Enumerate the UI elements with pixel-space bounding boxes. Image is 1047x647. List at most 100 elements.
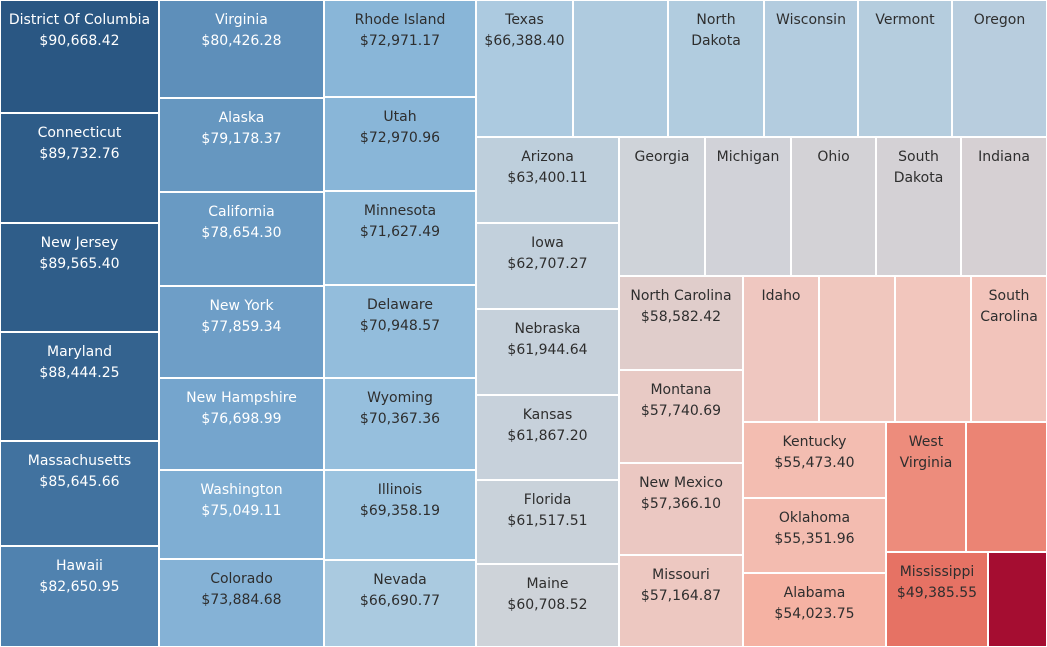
treemap-cell-oregon[interactable]: Oregon [952, 0, 1047, 137]
cell-label: Wisconsin [776, 12, 846, 28]
treemap-cell-massachusetts[interactable]: Massachusetts $85,645.66 [0, 441, 159, 546]
cell-value: $55,473.40 [774, 455, 855, 471]
treemap-cell-rhode-island[interactable]: Rhode Island $72,971.17 [324, 0, 476, 97]
treemap-cell-new-mexico[interactable]: New Mexico $57,366.10 [619, 463, 743, 555]
cell-label: Illinois [377, 482, 423, 498]
treemap-cell-north-carolina[interactable]: North Carolina $58,582.42 [619, 276, 743, 370]
treemap-cell-unlabeled[interactable] [966, 422, 1047, 552]
treemap-cell-maryland[interactable]: Maryland $88,444.25 [0, 332, 159, 441]
treemap-cell-unlabeled[interactable] [819, 276, 895, 422]
cell-value: $69,358.19 [359, 503, 441, 519]
cell-label: West Virginia [899, 434, 953, 471]
cell-label: Alabama [783, 585, 846, 601]
cell-label: Rhode Island [354, 12, 446, 28]
treemap-cell-washington[interactable]: Washington $75,049.11 [159, 470, 324, 559]
treemap-cell-virginia[interactable]: Virginia $80,426.28 [159, 0, 324, 98]
cell-label: South Dakota [893, 149, 944, 186]
cell-label: Missouri [652, 567, 710, 583]
treemap-cell-alabama[interactable]: Alabama $54,023.75 [743, 573, 886, 647]
treemap-cell-hawaii[interactable]: Hawaii $82,650.95 [0, 546, 159, 647]
treemap-cell-unlabeled[interactable] [895, 276, 971, 422]
cell-value: $58,582.42 [640, 309, 722, 325]
treemap-cell-illinois[interactable]: Illinois $69,358.19 [324, 470, 476, 560]
treemap-cell-idaho[interactable]: Idaho [743, 276, 819, 422]
treemap-cell-colorado[interactable]: Colorado $73,884.68 [159, 559, 324, 647]
cell-value: $57,164.87 [640, 588, 722, 604]
cell-label: Kentucky [782, 434, 847, 450]
cell-value: $49,385.55 [896, 585, 978, 601]
treemap-cell-wyoming[interactable]: Wyoming $70,367.36 [324, 378, 476, 470]
cell-value: $72,970.96 [359, 130, 441, 146]
cell-label: Indiana [978, 149, 1030, 165]
treemap-cell-new-hampshire[interactable]: New Hampshire $76,698.99 [159, 378, 324, 470]
cell-label: Maryland [47, 344, 112, 360]
treemap-cell-unlabeled[interactable] [988, 552, 1047, 647]
cell-value: $89,565.40 [39, 256, 120, 272]
cell-value: $85,645.66 [39, 474, 120, 490]
treemap-cell-west-virginia[interactable]: West Virginia [886, 422, 966, 552]
cell-value: $62,707.27 [507, 256, 588, 272]
cell-label: North Carolina [630, 288, 732, 304]
treemap-cell-georgia[interactable]: Georgia [619, 137, 705, 276]
cell-label: Montana [650, 382, 712, 398]
treemap-cell-connecticut[interactable]: Connecticut $89,732.76 [0, 113, 159, 223]
treemap-cell-michigan[interactable]: Michigan [705, 137, 791, 276]
cell-label: Minnesota [363, 203, 437, 219]
treemap-cell-california[interactable]: California $78,654.30 [159, 192, 324, 286]
treemap-cell-arizona[interactable]: Arizona $63,400.11 [476, 137, 619, 223]
cell-label: South Carolina [980, 288, 1038, 325]
cell-value: $80,426.28 [201, 33, 282, 49]
cell-value: $90,668.42 [39, 33, 120, 49]
treemap-cell-missouri[interactable]: Missouri $57,164.87 [619, 555, 743, 647]
cell-label: Georgia [634, 149, 690, 165]
cell-value: $57,740.69 [640, 403, 722, 419]
treemap-cell-ohio[interactable]: Ohio [791, 137, 876, 276]
cell-value: $78,654.30 [201, 225, 282, 241]
cell-label: Wyoming [367, 390, 433, 406]
treemap-cell-utah[interactable]: Utah $72,970.96 [324, 97, 476, 191]
treemap-cell-texas[interactable]: Texas $66,388.40 [476, 0, 573, 137]
cell-value: $71,627.49 [359, 224, 441, 240]
treemap-cell-nevada[interactable]: Nevada $66,690.77 [324, 560, 476, 647]
treemap-cell-delaware[interactable]: Delaware $70,948.57 [324, 285, 476, 378]
cell-value: $82,650.95 [39, 579, 120, 595]
treemap-cell-florida[interactable]: Florida $61,517.51 [476, 480, 619, 564]
cell-label: Utah [383, 109, 417, 125]
cell-value: $54,023.75 [774, 606, 855, 622]
cell-label: Oregon [973, 12, 1026, 28]
cell-value: $79,178.37 [201, 131, 282, 147]
treemap-cell-iowa[interactable]: Iowa $62,707.27 [476, 223, 619, 309]
cell-value: $66,388.40 [484, 33, 565, 49]
cell-label: Nebraska [514, 321, 581, 337]
treemap-cell-mississippi[interactable]: Mississippi $49,385.55 [886, 552, 988, 647]
treemap-cell-maine[interactable]: Maine $60,708.52 [476, 564, 619, 647]
cell-label: Oklahoma [778, 510, 851, 526]
treemap-cell-indiana[interactable]: Indiana [961, 137, 1047, 276]
cell-value: $77,859.34 [201, 319, 282, 335]
cell-label: California [208, 204, 275, 220]
treemap-cell-unlabeled[interactable] [573, 0, 668, 137]
cell-value: $89,732.76 [39, 146, 120, 162]
treemap-cell-nebraska[interactable]: Nebraska $61,944.64 [476, 309, 619, 395]
treemap-cell-minnesota[interactable]: Minnesota $71,627.49 [324, 191, 476, 285]
cell-label: New Mexico [639, 475, 723, 491]
treemap-cell-oklahoma[interactable]: Oklahoma $55,351.96 [743, 498, 886, 573]
treemap-cell-south-carolina[interactable]: South Carolina [971, 276, 1047, 422]
treemap-cell-district-of-columbia[interactable]: District Of Columbia $90,668.42 [0, 0, 159, 113]
cell-label: Florida [523, 492, 572, 508]
treemap-cell-wisconsin[interactable]: Wisconsin [764, 0, 858, 137]
treemap-cell-new-york[interactable]: New York $77,859.34 [159, 286, 324, 378]
cell-value: $66,690.77 [359, 593, 441, 609]
treemap-cell-new-jersey[interactable]: New Jersey $89,565.40 [0, 223, 159, 332]
cell-value: $55,351.96 [774, 531, 855, 547]
treemap-cell-north-dakota[interactable]: North Dakota [668, 0, 764, 137]
treemap-cell-alaska[interactable]: Alaska $79,178.37 [159, 98, 324, 192]
cell-label: Delaware [367, 297, 433, 313]
treemap-cell-kansas[interactable]: Kansas $61,867.20 [476, 395, 619, 480]
treemap-cell-montana[interactable]: Montana $57,740.69 [619, 370, 743, 463]
treemap-cell-kentucky[interactable]: Kentucky $55,473.40 [743, 422, 886, 498]
cell-label: Connecticut [37, 125, 122, 141]
treemap-cell-south-dakota[interactable]: South Dakota [876, 137, 961, 276]
cell-label: Virginia [215, 12, 268, 28]
treemap-cell-vermont[interactable]: Vermont [858, 0, 952, 137]
